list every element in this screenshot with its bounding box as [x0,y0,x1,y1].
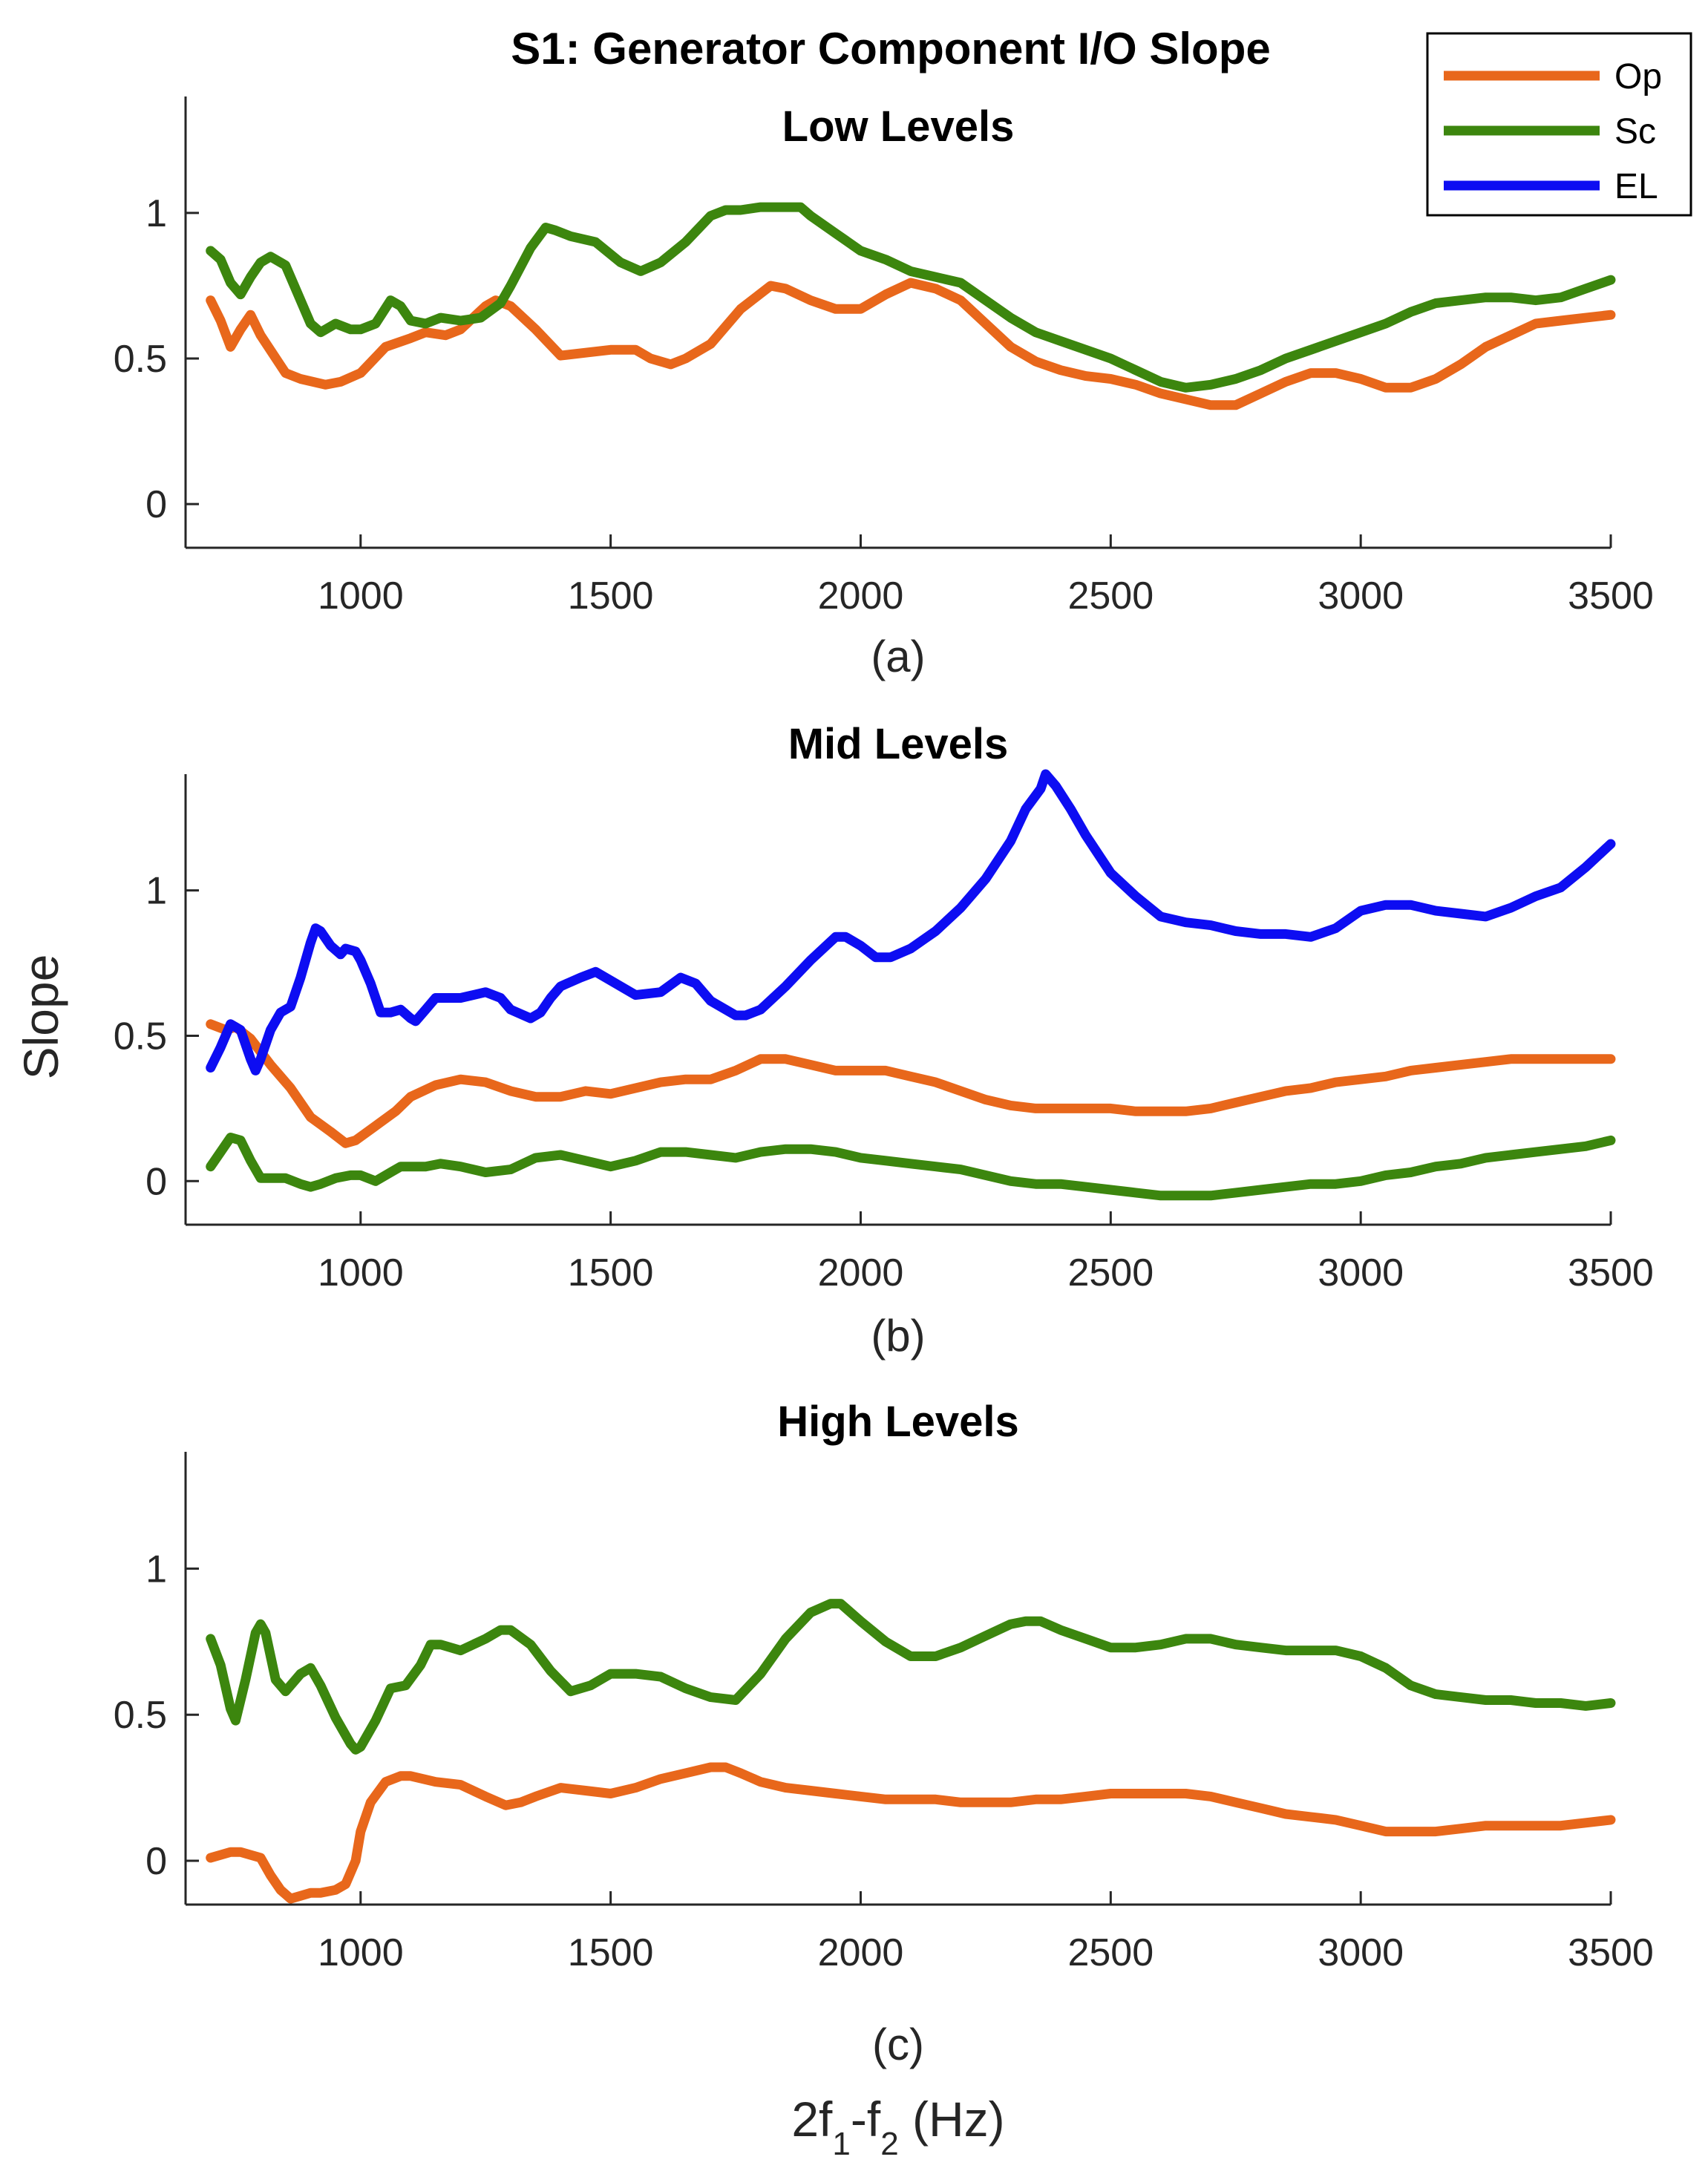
x-axis-label-sub1: 1 [832,2126,850,2162]
y-tick-label: 0.5 [114,1015,167,1058]
x-tick-label: 1500 [568,574,654,618]
series-line-sc [206,1133,1616,1201]
panel-2: 1000 1500 2000 2500 3000 3500 0 0.5 1 Mid Levels (… [114,720,1654,1361]
series-line-sc [206,202,1616,393]
y-axis-label: Slope [13,955,68,1080]
x-tick-label: 1000 [318,1931,404,1974]
series-line-op [206,278,1616,410]
panels: 1000 1500 2000 2500 3000 3500 0 0.5 1 Low Levels (… [114,96,1654,2069]
x-tick-label: 1000 [318,574,404,618]
x-tick-label: 1500 [568,1931,654,1974]
x-tick-label: 2000 [818,1931,904,1974]
y-tick-label: 1 [145,1548,167,1591]
series-line-el [206,769,1616,1075]
y-tick-label: 1 [145,192,167,235]
panel-1: 1000 1500 2000 2500 3000 3500 0 0.5 1 Low Levels (… [114,96,1654,681]
x-axis-label-base: 2f [791,2092,833,2147]
x-tick-label: 3500 [1568,574,1654,618]
x-tick-label: 2000 [818,1251,904,1294]
series-line-op [206,1762,1616,1904]
y-tick-label: 0 [145,1840,167,1883]
panel-title: High Levels [777,1398,1019,1446]
x-tick-label: 3000 [1318,1251,1404,1294]
legend-label-op: Op [1614,57,1662,96]
y-tick-label: 0 [145,1160,167,1203]
x-tick-label: 2000 [818,574,904,618]
y-tick-label: 0.5 [114,338,167,381]
panel-title: Low Levels [782,102,1015,151]
x-axis-label-sub2: 2 [880,2126,898,2162]
x-axis-label-mid: -f [851,2092,881,2147]
x-tick-label: 3500 [1568,1251,1654,1294]
x-tick-label: 1500 [568,1251,654,1294]
plot-area [186,774,1611,1225]
y-tick-label: 0.5 [114,1694,167,1737]
series-line-op [206,1019,1616,1148]
x-tick-label: 3500 [1568,1931,1654,1974]
x-axis-label-unit: (Hz) [899,2092,1005,2147]
x-tick-label: 2500 [1067,1251,1154,1294]
y-tick-label: 1 [145,870,167,913]
legend-label-sc: Sc [1614,112,1656,151]
figure-title: S1: Generator Component I/O Slope [511,24,1270,73]
legend: Op Sc EL [1426,32,1692,217]
x-tick-label: 2500 [1067,1931,1154,1974]
x-tick-label: 1000 [318,1251,404,1294]
x-tick-label: 2500 [1067,574,1154,618]
x-tick-label: 3000 [1318,1931,1404,1974]
panel-caption: (c) [872,2020,924,2069]
series-line-sc [206,1599,1616,1755]
panel-title: Mid Levels [788,720,1009,768]
x-axis-label: 2f1-f2 (Hz) [791,2092,1004,2162]
panel-caption: (b) [871,1311,925,1361]
y-tick-label: 0 [145,483,167,526]
legend-label-el: EL [1614,167,1658,206]
x-tick-label: 3000 [1318,574,1404,618]
panel-3: 1000 1500 2000 2500 3000 3500 0 0.5 1 High Levels… [114,1398,1654,2069]
panel-caption: (a) [871,632,925,681]
